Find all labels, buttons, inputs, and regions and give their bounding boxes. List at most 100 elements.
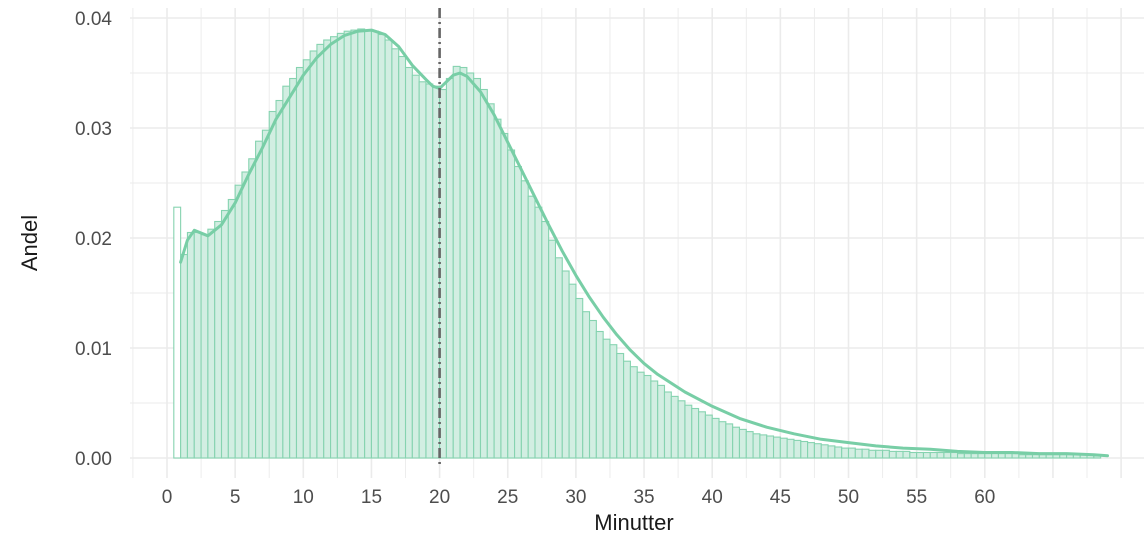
histogram-bar [916, 451, 925, 459]
histogram-bar [248, 158, 257, 459]
histogram-bar [582, 311, 591, 459]
x-tick-label: 35 [633, 487, 654, 508]
histogram-bar [357, 28, 366, 459]
histogram-bar [786, 438, 795, 459]
histogram-bar [459, 66, 468, 459]
histogram-bar [479, 88, 488, 459]
histogram-bar [793, 439, 802, 459]
histogram-bar [411, 74, 420, 459]
histogram-bar [588, 319, 597, 459]
histogram-bar [977, 453, 986, 459]
histogram-bar [534, 206, 543, 459]
histogram-bar [888, 450, 897, 459]
histogram-bar [520, 180, 529, 459]
histogram-bar [623, 360, 631, 459]
histogram-bar [650, 380, 659, 459]
histogram-bar [268, 110, 277, 459]
x-tick-label: 10 [293, 487, 314, 508]
y-tick-label: 0.01 [75, 339, 112, 360]
histogram-bar [466, 72, 475, 459]
histogram-bar [595, 330, 604, 459]
histogram-bar [636, 371, 645, 459]
histogram-bar [384, 39, 393, 459]
histogram-bar [445, 77, 454, 459]
histogram-bar [902, 450, 911, 459]
histogram-bar [364, 29, 373, 459]
histogram-bar [766, 435, 775, 459]
histogram-bar [180, 253, 188, 459]
histogram-bar [602, 338, 611, 459]
histogram-bar [929, 451, 938, 459]
histogram-bar [752, 433, 761, 459]
histogram-bar [309, 50, 318, 459]
histogram-bar [173, 206, 182, 459]
density-curve [179, 28, 1109, 458]
histogram-bar [738, 428, 747, 459]
histogram-bar [241, 171, 250, 459]
histogram-bar [261, 129, 270, 459]
histogram-bar [554, 257, 563, 459]
histogram-bar [813, 443, 822, 459]
histogram-bar [875, 449, 884, 459]
histogram-bar [255, 140, 263, 459]
histogram-bar [820, 444, 829, 459]
histogram-bar [711, 417, 720, 459]
histogram-bar [745, 431, 754, 459]
x-tick-label: 15 [361, 487, 382, 508]
histogram-bar [834, 446, 843, 459]
histogram-bar [1038, 454, 1047, 459]
histogram-bar [943, 451, 952, 459]
histogram-bar [377, 33, 386, 459]
histogram-bar [575, 297, 584, 459]
histogram-bar [398, 55, 407, 459]
histogram-bar [677, 400, 686, 459]
histogram-bar [350, 29, 359, 459]
histogram-bar [1018, 454, 1027, 459]
histogram-bar [514, 165, 522, 459]
histogram-bar [1004, 453, 1013, 459]
histogram-bar [684, 404, 693, 459]
x-tick-label: 0 [162, 487, 173, 508]
histogram-bar [732, 426, 741, 459]
histogram-bar [500, 132, 509, 459]
histogram-bar [882, 449, 890, 459]
histogram-bar [800, 440, 809, 459]
histogram-bar [200, 234, 209, 459]
histogram-bar [370, 30, 379, 459]
histogram-bar [616, 352, 625, 459]
histogram-bar [854, 448, 863, 459]
histogram-bar [548, 239, 557, 459]
histogram-bar [1011, 453, 1020, 459]
histogram-bar [704, 414, 713, 459]
histogram-bar [807, 442, 815, 459]
histogram-bar [561, 270, 570, 459]
histogram-bar [698, 411, 706, 459]
histogram-bar [473, 77, 482, 459]
histogram-bar [207, 228, 216, 459]
histogram-bar [336, 32, 345, 459]
histogram-bar [527, 195, 536, 459]
histogram-bar [227, 198, 236, 459]
histogram-bar [404, 66, 413, 459]
histogram-bar [922, 451, 931, 459]
x-tick-label: 50 [838, 487, 859, 508]
histogram-bar [657, 384, 666, 459]
histogram-bar [663, 391, 672, 459]
histogram-bar [670, 395, 679, 459]
histogram-bar [234, 184, 243, 459]
histogram-bar [759, 434, 768, 459]
x-tick-label: 55 [906, 487, 927, 508]
y-tick-label: 0.03 [75, 119, 112, 140]
histogram-bar [643, 374, 652, 459]
histogram-bar [909, 451, 918, 459]
histogram-bar [895, 450, 904, 459]
histogram-bar [868, 449, 877, 459]
histogram-bar [984, 453, 993, 459]
histogram-bar [1052, 454, 1061, 459]
histogram-bar [991, 453, 999, 459]
histogram-bar [275, 99, 284, 459]
histogram-bar [609, 344, 618, 459]
histogram-bar [629, 366, 638, 459]
histogram-bar [220, 209, 229, 459]
histogram-bar [425, 83, 434, 459]
